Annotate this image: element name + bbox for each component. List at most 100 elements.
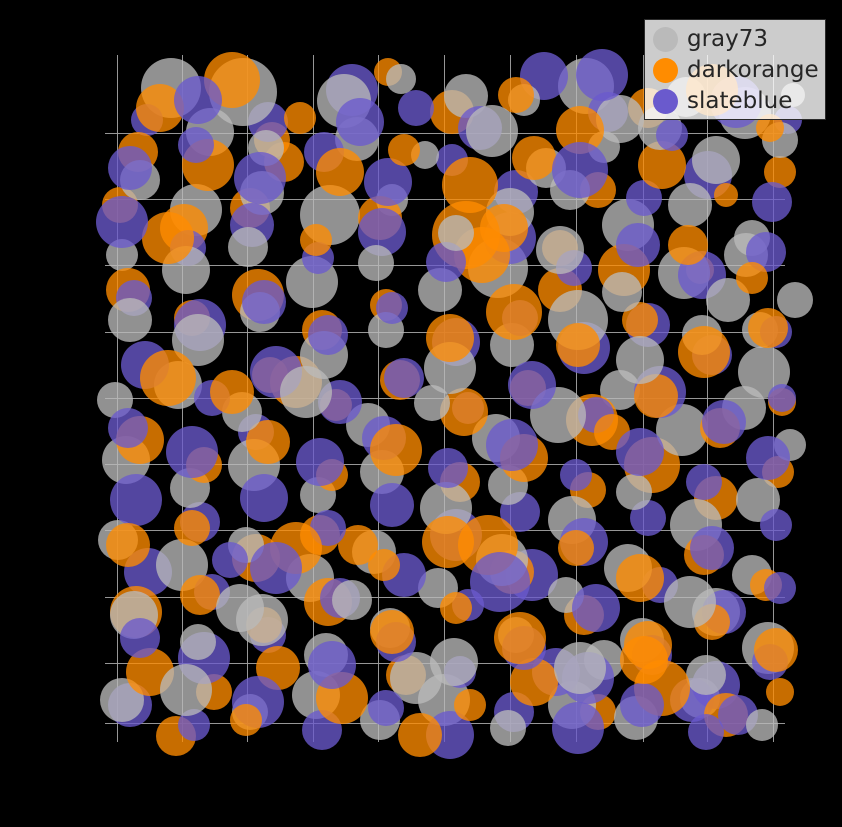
data-point-darkorange xyxy=(230,704,262,736)
data-point-slateblue xyxy=(178,127,214,163)
data-point-darkorange xyxy=(284,102,316,134)
data-point-darkorange xyxy=(210,370,254,414)
data-point-gray73 xyxy=(180,624,216,660)
data-point-gray73 xyxy=(602,272,642,312)
data-point-darkorange xyxy=(736,262,768,294)
data-point-slateblue xyxy=(370,483,414,527)
data-point-darkorange xyxy=(454,689,486,721)
data-point-gray73 xyxy=(692,136,740,184)
data-point-slateblue xyxy=(616,428,664,476)
data-point-darkorange xyxy=(300,224,332,256)
data-point-darkorange xyxy=(174,510,210,546)
data-point-darkorange xyxy=(422,516,474,568)
data-point-darkorange xyxy=(512,136,556,180)
data-point-darkorange xyxy=(142,212,194,264)
data-point-slateblue xyxy=(508,361,556,409)
legend-label-slateblue: slateblue xyxy=(687,88,793,114)
data-point-slateblue xyxy=(308,641,356,689)
data-point-gray73 xyxy=(596,95,644,143)
data-point-slateblue xyxy=(240,474,288,522)
data-point-gray73 xyxy=(216,584,264,632)
data-point-slateblue xyxy=(572,584,620,632)
data-point-slateblue xyxy=(398,90,434,126)
data-point-slateblue xyxy=(174,76,222,124)
data-point-darkorange xyxy=(766,678,794,706)
data-point-slateblue xyxy=(308,315,348,355)
data-point-slateblue xyxy=(296,438,344,486)
data-point-gray73 xyxy=(490,710,526,746)
data-point-gray73 xyxy=(358,245,394,281)
data-point-slateblue xyxy=(212,542,248,578)
data-point-slateblue xyxy=(576,49,628,101)
legend-entry-slateblue[interactable]: slateblue xyxy=(645,86,825,117)
data-point-slateblue xyxy=(620,683,664,727)
data-point-slateblue xyxy=(764,572,796,604)
data-point-darkorange xyxy=(494,612,546,664)
data-point-slateblue xyxy=(746,436,790,480)
data-point-gray73 xyxy=(686,655,726,695)
data-point-darkorange xyxy=(558,530,594,566)
data-point-darkorange xyxy=(486,284,542,340)
data-point-darkorange xyxy=(442,157,498,213)
data-point-gray73 xyxy=(554,642,606,694)
data-point-darkorange xyxy=(678,326,730,378)
data-point-slateblue xyxy=(686,464,722,500)
data-point-slateblue xyxy=(166,426,218,478)
gridline-vertical-4 xyxy=(378,55,379,742)
data-point-gray73 xyxy=(108,298,152,342)
gridline-horizontal-1 xyxy=(105,199,785,200)
data-point-darkorange xyxy=(106,523,150,567)
data-point-slateblue xyxy=(242,280,286,324)
data-point-slateblue xyxy=(616,223,660,267)
data-point-gray73 xyxy=(536,226,584,274)
data-point-slateblue xyxy=(108,146,152,190)
data-point-darkorange xyxy=(180,575,220,615)
data-point-darkorange xyxy=(140,350,196,406)
data-point-gray73 xyxy=(430,638,478,686)
data-point-slateblue xyxy=(486,419,538,471)
data-point-slateblue xyxy=(336,98,384,146)
data-point-gray73 xyxy=(746,709,778,741)
data-point-darkorange xyxy=(370,610,414,654)
gridline-vertical-9 xyxy=(707,55,708,742)
data-point-darkorange xyxy=(426,314,474,362)
data-point-gray73 xyxy=(160,664,212,716)
data-point-gray73 xyxy=(668,183,712,227)
data-point-slateblue xyxy=(120,618,160,658)
data-point-gray73 xyxy=(386,64,416,94)
data-point-slateblue xyxy=(384,358,424,398)
data-point-gray73 xyxy=(280,366,332,418)
data-point-slateblue xyxy=(96,196,148,248)
data-point-darkorange xyxy=(616,554,664,602)
data-point-slateblue xyxy=(656,119,688,151)
data-point-gray73 xyxy=(777,282,813,318)
data-point-darkorange xyxy=(316,148,364,196)
data-point-slateblue xyxy=(108,408,148,448)
legend-swatch-gray73 xyxy=(653,27,678,52)
data-point-darkorange xyxy=(370,424,422,476)
data-point-gray73 xyxy=(466,105,518,157)
data-point-slateblue xyxy=(470,552,530,612)
data-point-slateblue xyxy=(760,509,792,541)
data-point-slateblue xyxy=(376,292,408,324)
data-point-gray73 xyxy=(228,227,268,267)
legend-label-darkorange: darkorange xyxy=(687,57,819,83)
legend-box[interactable]: gray73 darkorange slateblue xyxy=(644,19,826,120)
legend-swatch-darkorange xyxy=(653,58,678,83)
data-point-slateblue xyxy=(368,690,404,726)
data-point-gray73 xyxy=(616,336,664,384)
data-point-slateblue xyxy=(752,182,792,222)
data-point-darkorange xyxy=(440,592,472,624)
data-point-darkorange xyxy=(754,628,798,672)
legend-entry-gray73[interactable]: gray73 xyxy=(645,24,825,55)
data-point-darkorange xyxy=(714,183,738,207)
legend-entry-darkorange[interactable]: darkorange xyxy=(645,55,825,86)
data-point-slateblue xyxy=(234,152,286,204)
data-point-slateblue xyxy=(560,459,592,491)
gridline-vertical-6 xyxy=(510,55,511,742)
data-point-darkorange xyxy=(556,323,600,367)
data-point-slateblue xyxy=(768,384,796,412)
